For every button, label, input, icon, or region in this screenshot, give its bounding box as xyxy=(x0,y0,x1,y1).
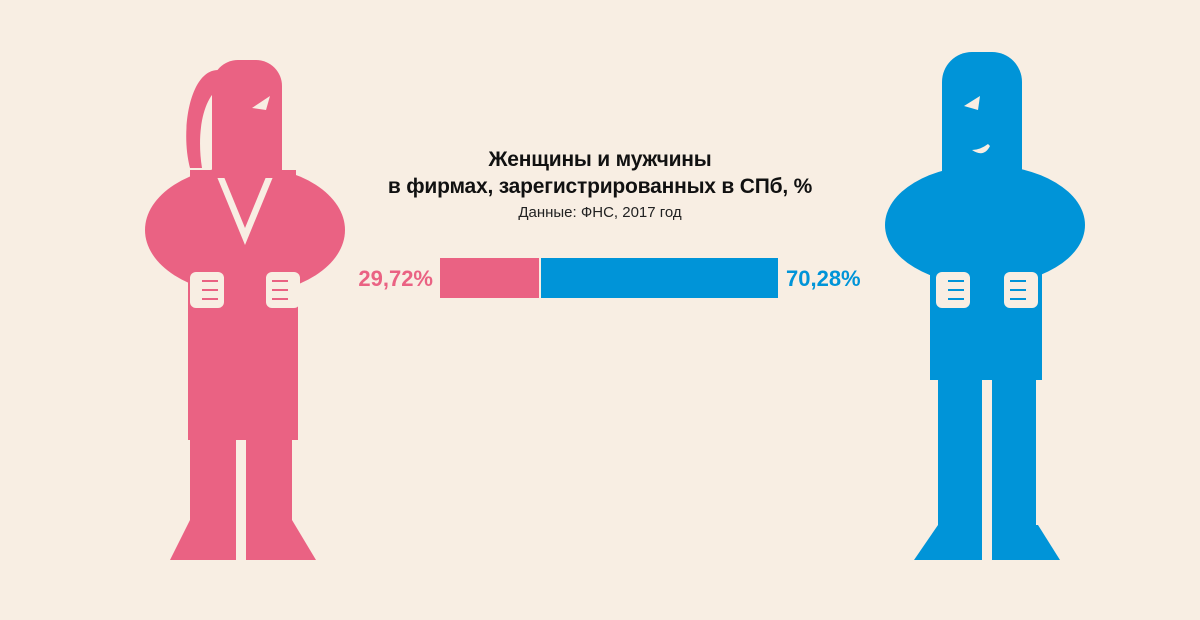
bar-segment-men xyxy=(541,258,778,298)
chart-title-line-2: в фирмах, зарегистрированных в СПб, % xyxy=(387,175,813,198)
man-figure-icon xyxy=(885,52,1085,560)
woman-figure-icon xyxy=(145,60,345,560)
chart-title-line-1: Женщины и мужчины xyxy=(488,148,712,171)
bar-segment-women xyxy=(440,258,540,298)
chart-title-block: Женщины и мужчины в фирмах, зарегистриро… xyxy=(300,146,900,224)
data-label-men: 70,28% xyxy=(786,266,861,291)
data-label-women: 29,72% xyxy=(358,266,433,291)
stacked-bar xyxy=(440,258,778,298)
chart-subtitle: Данные: ФНС, 2017 год xyxy=(518,204,682,221)
